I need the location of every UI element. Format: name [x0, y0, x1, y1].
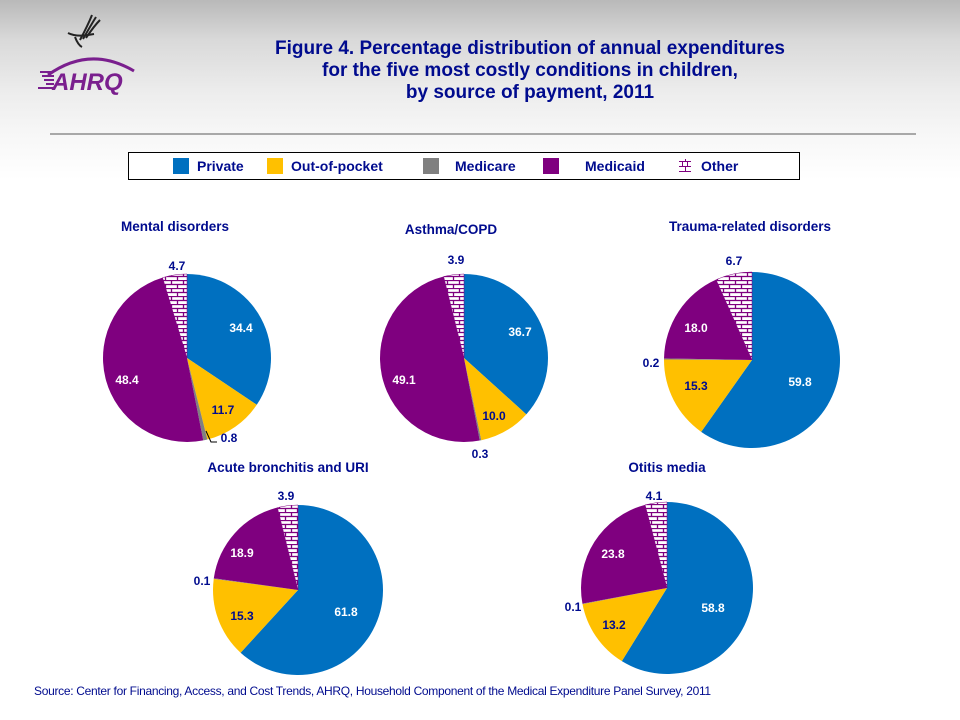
data-label-private: 58.8	[701, 601, 725, 615]
pie-slice-out-of-pocket	[213, 578, 298, 653]
data-label-other: 3.9	[278, 489, 295, 503]
pie-slice-private	[464, 274, 549, 415]
legend-label: Other	[701, 158, 739, 174]
pie-slice-medicare	[213, 578, 298, 590]
legend-item-medicaid: Medicaid	[543, 158, 645, 174]
pie-slice-medicare	[464, 358, 482, 441]
data-label-private: 61.8	[334, 605, 358, 619]
figure-title-line: Figure 4. Percentage distribution of ann…	[275, 38, 785, 59]
data-label-out-of-pocket: 15.3	[230, 609, 254, 623]
legend-label: Medicare	[455, 158, 516, 174]
chart-title-bronchitis: Acute bronchitis and URI	[207, 460, 369, 475]
pie-slice-medicaid	[103, 277, 204, 442]
legend-item-other: Other	[677, 158, 738, 174]
legend-swatch-medicaid	[543, 158, 559, 174]
data-label-medicaid: 48.4	[115, 373, 139, 387]
pie-slice-out-of-pocket	[582, 588, 667, 662]
data-label-private: 36.7	[508, 325, 532, 339]
pie-slice-out-of-pocket	[187, 358, 257, 440]
leader-line	[205, 430, 217, 443]
pie-slice-other	[644, 501, 668, 589]
legend-swatch-private	[173, 158, 189, 174]
data-label-out-of-pocket: 10.0	[482, 409, 506, 423]
data-label-medicare: 0.3	[472, 447, 489, 461]
chart-title-trauma: Trauma-related disorders	[668, 219, 832, 234]
header-divider	[50, 133, 916, 135]
figure-title-line: for the five most costly conditions in c…	[322, 60, 738, 81]
data-label-private: 34.4	[229, 321, 253, 335]
legend-item-out-of-pocket: Out-of-pocket	[267, 158, 383, 174]
chart-title-otitis: Otitis media	[628, 460, 706, 475]
pie-slice-medicare	[664, 358, 752, 360]
legend-swatch-out-of-pocket	[267, 158, 283, 174]
pie-trauma-related-disorders: 59.8 15.3 0.2 18.0 6.7	[643, 254, 840, 449]
pie-slice-medicaid	[580, 504, 667, 604]
data-label-out-of-pocket: 11.7	[212, 403, 235, 417]
pie-slice-private	[187, 274, 272, 405]
hhs-eagle-icon: AHRQ	[38, 14, 135, 96]
data-label-medicaid: 23.8	[601, 547, 625, 561]
pie-slice-other	[277, 504, 299, 591]
data-label-medicare: 0.8	[221, 431, 238, 445]
pie-otitis-media: 58.8 13.2 0.1 23.8 4.1	[565, 489, 753, 675]
pie-slice-private	[621, 502, 753, 675]
pie-slice-medicaid	[664, 279, 752, 360]
data-label-private: 59.8	[788, 375, 812, 389]
pie-slice-medicare	[187, 358, 208, 441]
pie-asthma-copd: 36.7 10.0 0.3 49.1 3.9	[380, 253, 549, 461]
pie-slice-other	[715, 271, 753, 361]
legend-swatch-medicare	[423, 158, 439, 174]
legend-label: Out-of-pocket	[291, 158, 383, 174]
pie-slice-out-of-pocket	[663, 359, 752, 432]
legend-swatch-other	[679, 159, 691, 172]
pie-slice-medicaid	[213, 507, 298, 590]
chart-title-asthma-copd: Asthma/COPD	[404, 222, 498, 237]
legend-label: Private	[197, 158, 244, 174]
pie-slice-private	[240, 505, 383, 675]
data-label-medicare: 0.1	[194, 574, 211, 588]
figure-title-line: by source of payment, 2011	[405, 82, 655, 103]
pie-mental-disorders: 34.4 11.7 0.8 48.4 4.7	[103, 259, 272, 445]
source-note: Source: Center for Financing, Access, an…	[34, 684, 711, 698]
data-label-medicare: 0.1	[565, 600, 582, 614]
data-label-medicaid: 18.9	[230, 546, 254, 560]
data-label-medicare: 0.2	[643, 356, 660, 370]
data-label-other: 6.7	[726, 254, 743, 268]
pie-slice-other	[162, 273, 188, 359]
pie-slice-medicaid	[380, 276, 480, 442]
figure-title: Figure 4. Percentage distribution of ann…	[240, 38, 820, 104]
data-label-other: 3.9	[448, 253, 465, 267]
pie-slice-medicare	[582, 588, 667, 605]
legend-item-private: Private	[173, 158, 244, 174]
data-label-other: 4.1	[646, 489, 663, 503]
data-label-medicaid: 49.1	[392, 373, 416, 387]
ahrq-logo-text: AHRQ	[51, 69, 123, 95]
data-label-out-of-pocket: 13.2	[602, 618, 626, 632]
legend: Private Out-of-pocket Medicare Medicaid …	[128, 152, 800, 180]
legend-item-medicare: Medicare	[423, 158, 516, 174]
legend-label: Medicaid	[585, 158, 645, 174]
data-label-medicaid: 18.0	[684, 321, 708, 335]
data-label-other: 4.7	[169, 259, 186, 273]
pie-acute-bronchitis-and-uri: 61.8 15.3 0.1 18.9 3.9	[194, 489, 383, 675]
pie-slice-other	[443, 273, 465, 359]
pie-slice-private	[701, 272, 840, 449]
pie-slice-out-of-pocket	[464, 358, 527, 441]
data-label-out-of-pocket: 15.3	[684, 379, 708, 393]
chart-title-mental-disorders: Mental disorders	[120, 219, 230, 234]
ahrq-logo: AHRQ	[30, 5, 150, 96]
